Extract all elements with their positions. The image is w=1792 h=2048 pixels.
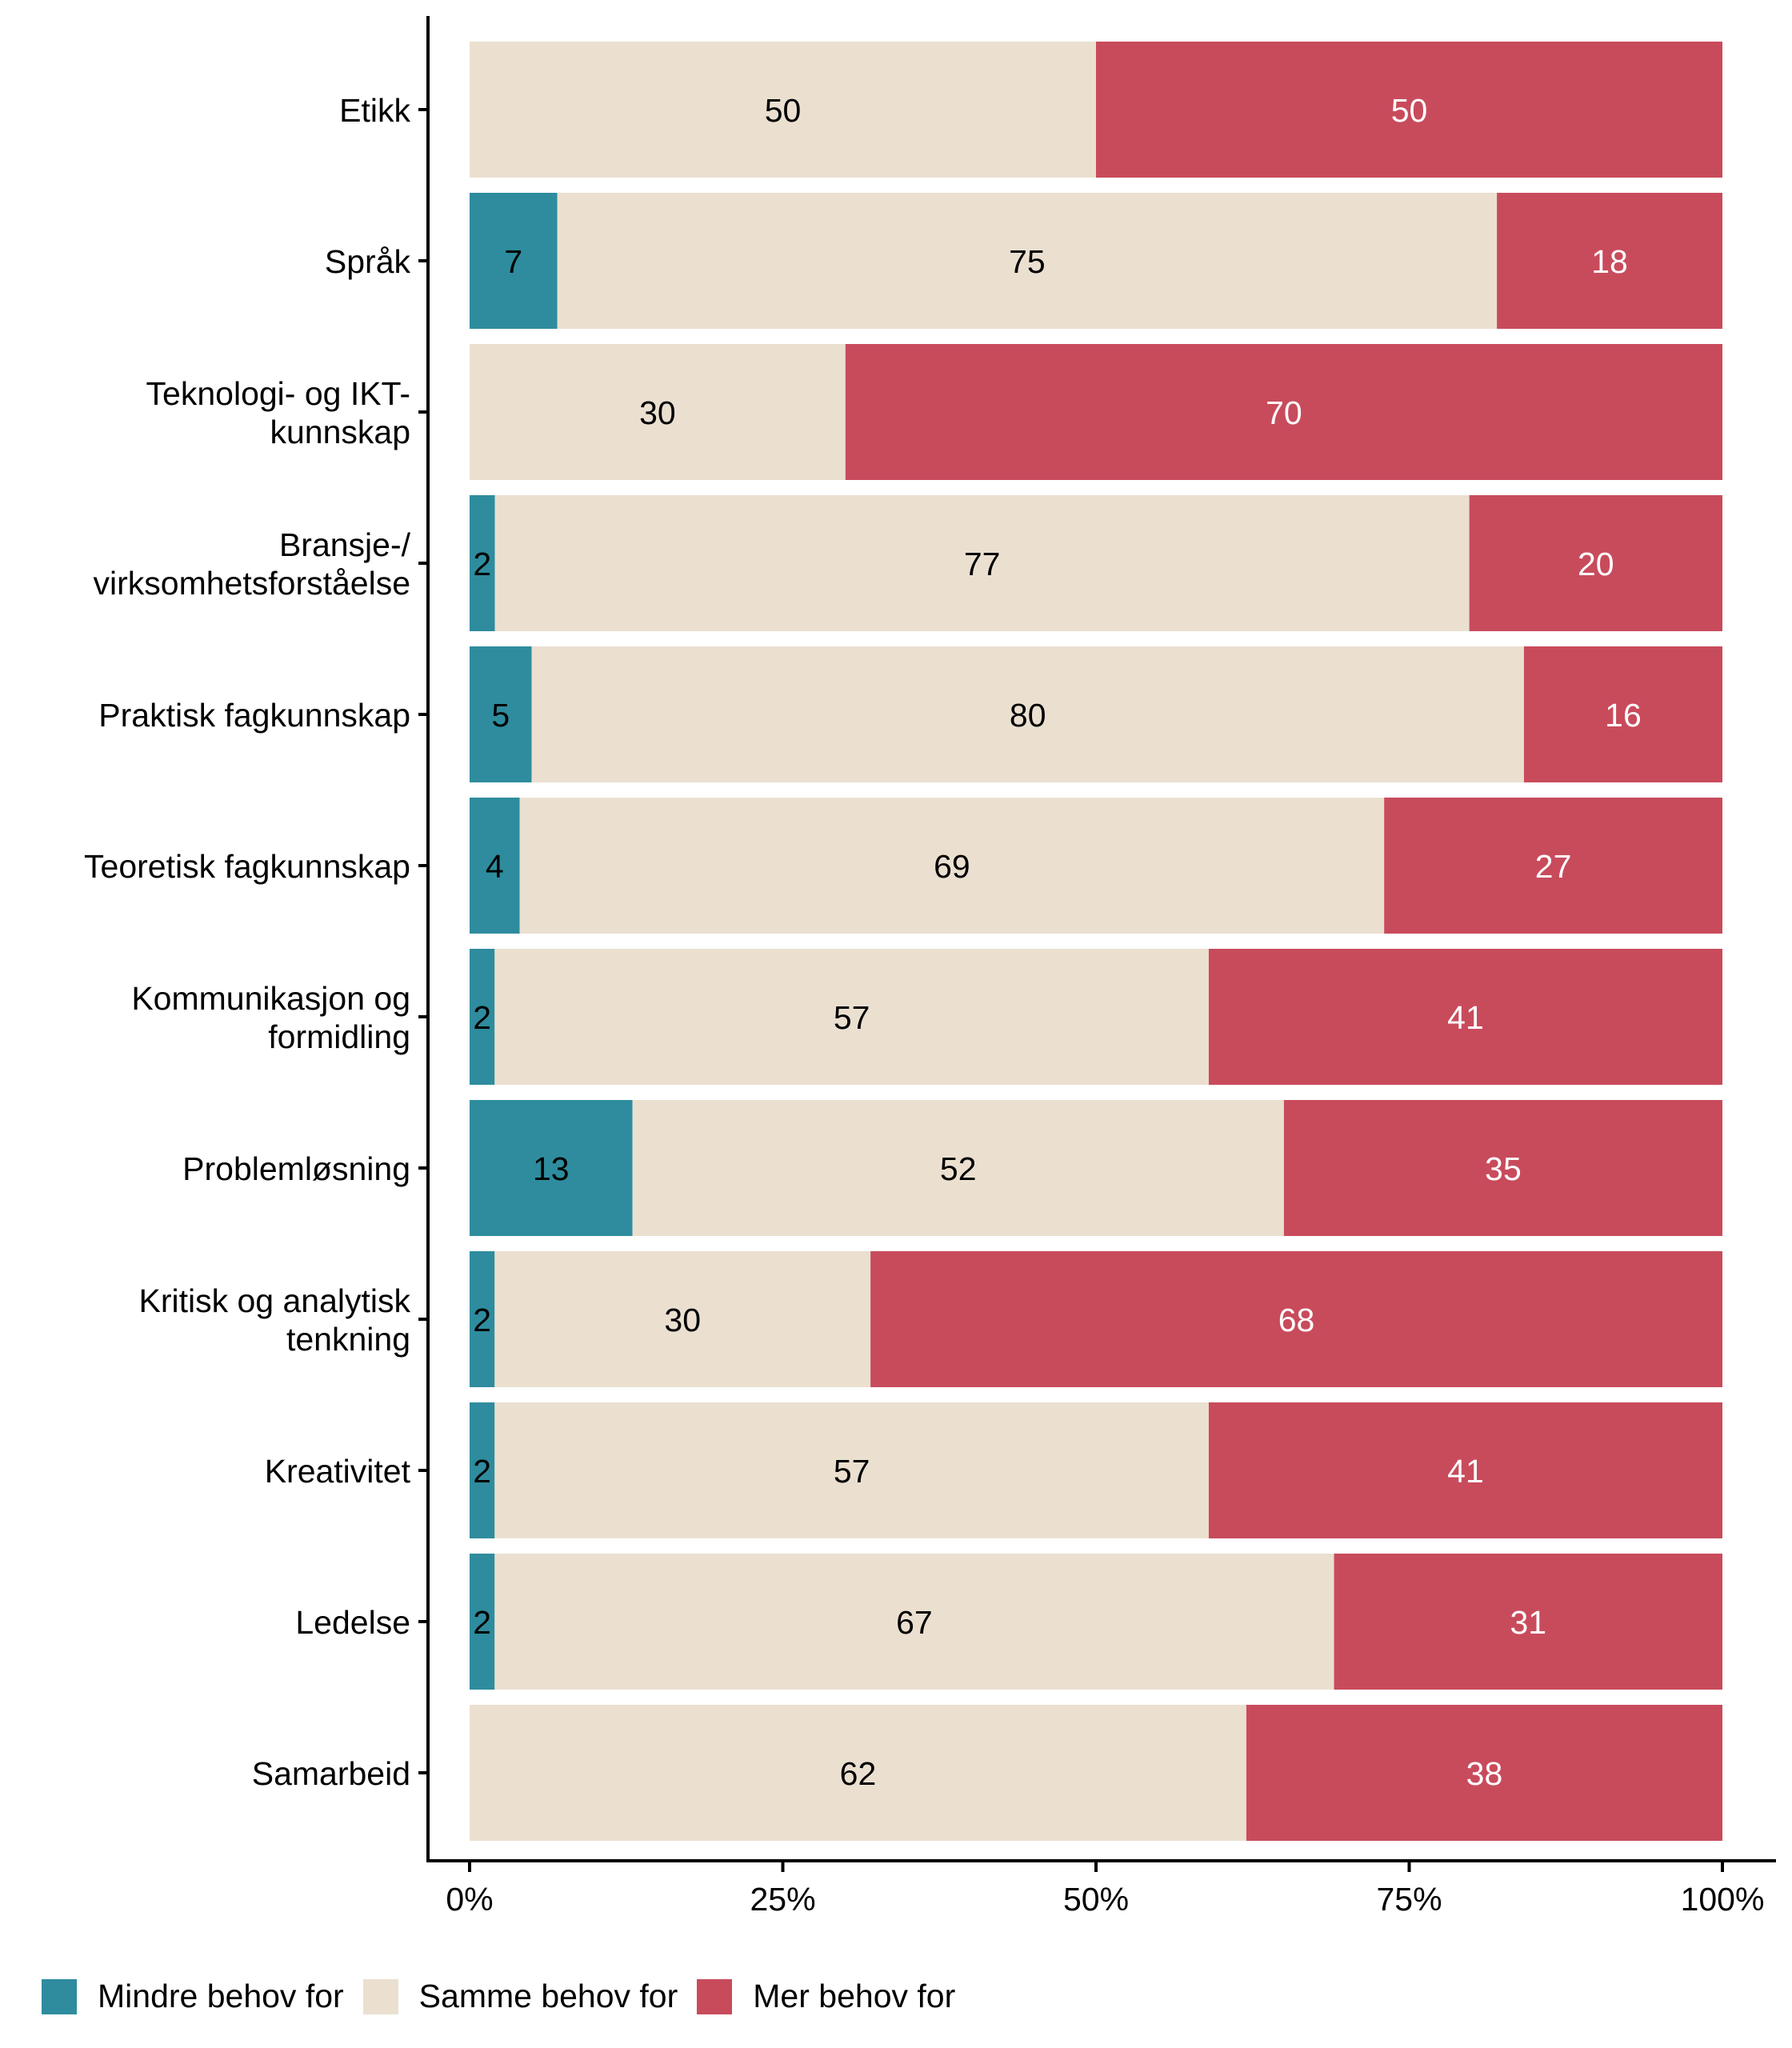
category-label: Teknologi- og IKT-kunnskap — [146, 375, 410, 450]
legend-label: Samme behov for — [418, 1978, 678, 2014]
value-label: 27 — [1535, 848, 1572, 885]
x-tick-label: 0% — [446, 1881, 493, 1918]
y-axis: Etikk Språk Teknologi- og IKT-kunnskap Bran… — [84, 16, 430, 1862]
bar-segment — [1334, 1554, 1722, 1690]
category-label: Kritisk og analytisk tenkning — [138, 1282, 410, 1358]
x-tick-label: 25% — [750, 1881, 815, 1918]
bar-segment — [531, 646, 1524, 782]
value-label: 75 — [1009, 243, 1046, 280]
value-label: 16 — [1605, 697, 1642, 734]
value-label: 2 — [473, 546, 491, 582]
bar-segment — [1246, 1705, 1722, 1841]
category-label: Språk — [325, 243, 411, 280]
bar-segment — [1469, 495, 1722, 631]
bar-segment — [1208, 1402, 1722, 1538]
legend-label: Mindre behov for — [98, 1978, 344, 2014]
value-label: 2 — [473, 1604, 491, 1641]
bar-segment — [1384, 798, 1722, 934]
bar-segment — [1283, 1100, 1722, 1236]
bar-segment — [470, 949, 495, 1085]
value-label: 38 — [1466, 1755, 1503, 1792]
value-label: 67 — [896, 1604, 933, 1641]
value-label: 62 — [840, 1755, 877, 1792]
category-label: Ledelse — [295, 1604, 410, 1641]
value-label: 41 — [1447, 999, 1484, 1036]
value-label: 31 — [1510, 1604, 1546, 1641]
bar-segment — [632, 1100, 1284, 1236]
x-axis: 0% 25% 50% 75% 100% — [426, 1859, 1776, 1918]
value-label: 50 — [765, 92, 802, 129]
bar-segment — [470, 42, 1096, 178]
bar-segment — [470, 798, 520, 934]
value-label: 50 — [1391, 92, 1428, 129]
bar-segment — [494, 1251, 871, 1387]
bar-segment — [470, 1554, 495, 1690]
legend: Mindre behov for Samme behov for Mer behov… — [42, 1978, 974, 2015]
value-label: 52 — [940, 1150, 977, 1187]
legend-item: Mer behov for — [697, 1978, 955, 2015]
bars-layer: 50 50 7 75 18 30 70 2 77 20 5 80 16 4 69 27 2 57 41 13 52 35 2… — [470, 42, 1722, 1841]
category-label: Etikk — [339, 92, 410, 129]
category-label: Praktisk fagkunnskap — [98, 697, 410, 734]
value-label: 2 — [473, 1453, 491, 1490]
bar-segment — [1208, 949, 1722, 1085]
bar-segment — [470, 1705, 1246, 1841]
bar-segment — [470, 646, 532, 782]
value-label: 18 — [1591, 243, 1628, 280]
bar-segment — [557, 193, 1498, 329]
value-label: 41 — [1447, 1453, 1484, 1490]
value-label: 30 — [639, 394, 676, 431]
category-label: Samarbeid — [252, 1755, 410, 1792]
legend-item: Mindre behov for — [42, 1978, 344, 2015]
legend-swatch — [697, 1978, 733, 2014]
category-label: Kreativitet — [265, 1453, 411, 1490]
bar-segment — [494, 495, 1470, 631]
bar-segment — [1096, 42, 1722, 178]
legend-swatch — [362, 1978, 398, 2014]
category-label: Bransje-/virksomhetsforståelse — [94, 526, 411, 602]
value-label: 68 — [1278, 1302, 1315, 1338]
bar-segment — [470, 1251, 495, 1387]
value-label: 2 — [473, 999, 491, 1036]
bar-segment — [870, 1251, 1722, 1387]
value-label: 80 — [1010, 697, 1046, 734]
category-label: Kommunikasjon og formidling — [131, 980, 410, 1055]
value-label: 77 — [964, 546, 1001, 582]
bar-segment — [470, 344, 846, 480]
x-tick-label: 75% — [1376, 1881, 1442, 1918]
bar-segment — [470, 1100, 633, 1236]
value-label: 57 — [834, 999, 870, 1036]
category-label: Teoretisk fagkunnskap — [84, 848, 410, 885]
bar-segment — [470, 1402, 495, 1538]
bar-segment — [470, 495, 495, 631]
value-label: 20 — [1578, 546, 1614, 582]
legend-swatch — [42, 1978, 77, 2014]
bar-segment — [470, 193, 558, 329]
value-label: 2 — [473, 1302, 491, 1338]
bar-segment — [494, 949, 1209, 1085]
value-label: 30 — [664, 1302, 701, 1338]
value-label: 35 — [1485, 1150, 1522, 1187]
x-tick-label: 50% — [1063, 1881, 1129, 1918]
value-label: 70 — [1266, 394, 1302, 431]
legend-label: Mer behov for — [753, 1978, 956, 2014]
x-tick-label: 100% — [1681, 1881, 1765, 1918]
bar-segment — [494, 1554, 1334, 1690]
value-label: 5 — [491, 697, 510, 734]
value-label: 69 — [934, 848, 970, 885]
value-label: 57 — [834, 1453, 870, 1490]
bar-segment — [1497, 193, 1722, 329]
bar-segment — [519, 798, 1385, 934]
value-label: 4 — [486, 848, 504, 885]
category-label: Problemløsning — [182, 1150, 410, 1187]
legend-item: Samme behov for — [362, 1978, 678, 2015]
bar-segment — [1523, 646, 1722, 782]
bar-segment — [845, 344, 1722, 480]
value-label: 13 — [533, 1150, 570, 1187]
value-label: 7 — [504, 243, 522, 280]
bar-segment — [494, 1402, 1209, 1538]
